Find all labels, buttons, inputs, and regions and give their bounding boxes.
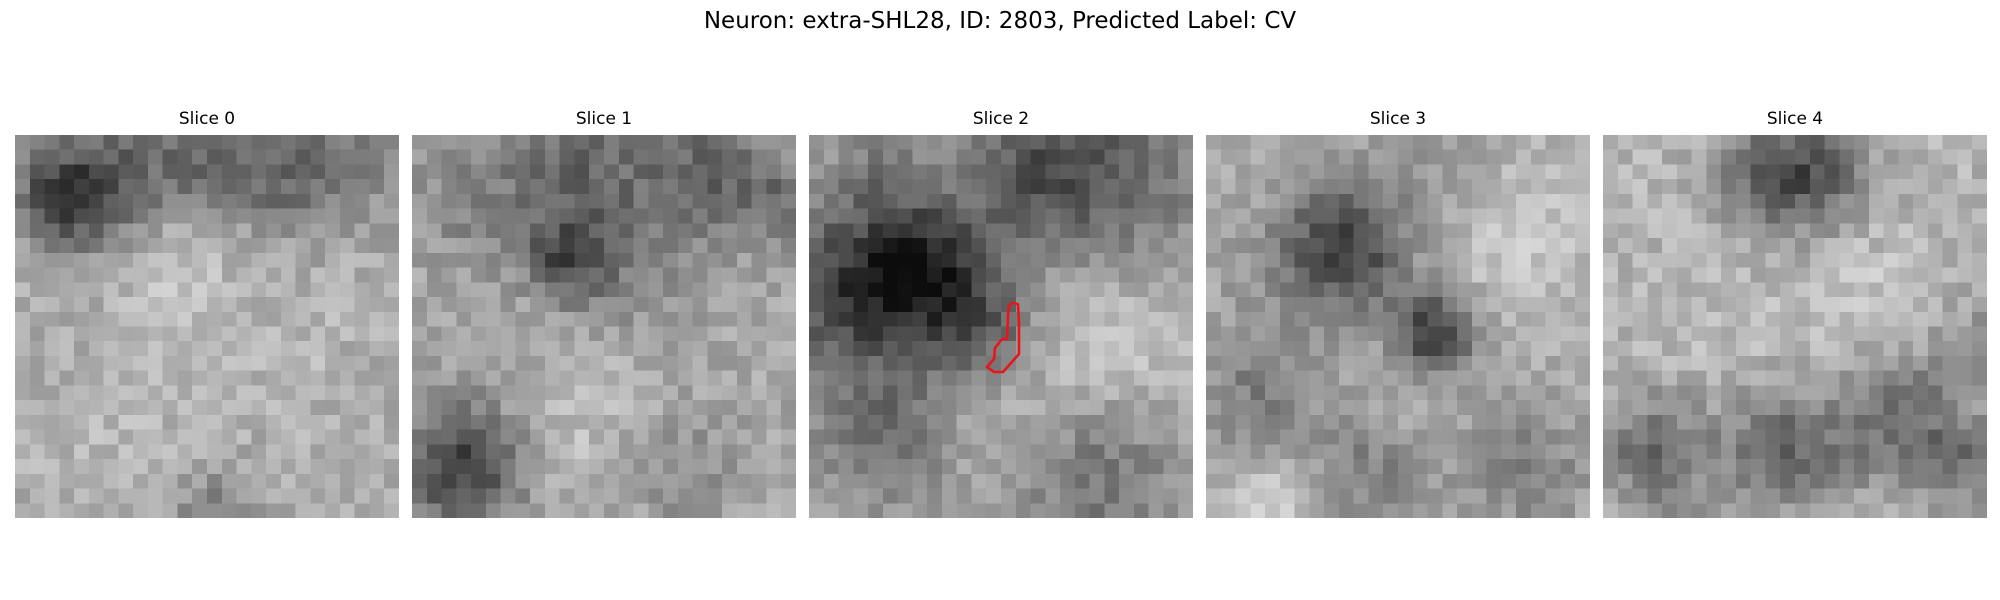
slice-panel-3: Slice 3 [1206, 108, 1590, 518]
slice-panel-2: Slice 2 [809, 108, 1193, 518]
slice-image [412, 135, 796, 518]
slice-panel-4: Slice 4 [1603, 108, 1987, 518]
slice-title: Slice 2 [972, 109, 1030, 129]
slice-title: Slice 3 [1369, 109, 1427, 129]
neuron-contour [985, 301, 1021, 374]
slice-title: Slice 0 [178, 109, 236, 129]
slice-image [1603, 135, 1987, 518]
slice-panel-1: Slice 1 [412, 108, 796, 518]
slice-image [1206, 135, 1590, 518]
slice-title: Slice 1 [575, 109, 633, 129]
slice-image [809, 135, 1193, 518]
neuron-contour-overlay [985, 301, 1021, 374]
slice-title: Slice 4 [1766, 109, 1824, 129]
slice-panel-0: Slice 0 [15, 108, 399, 518]
slice-image [15, 135, 399, 518]
figure-title: Neuron: extra-SHL28, ID: 2803, Predicted… [703, 8, 1297, 34]
